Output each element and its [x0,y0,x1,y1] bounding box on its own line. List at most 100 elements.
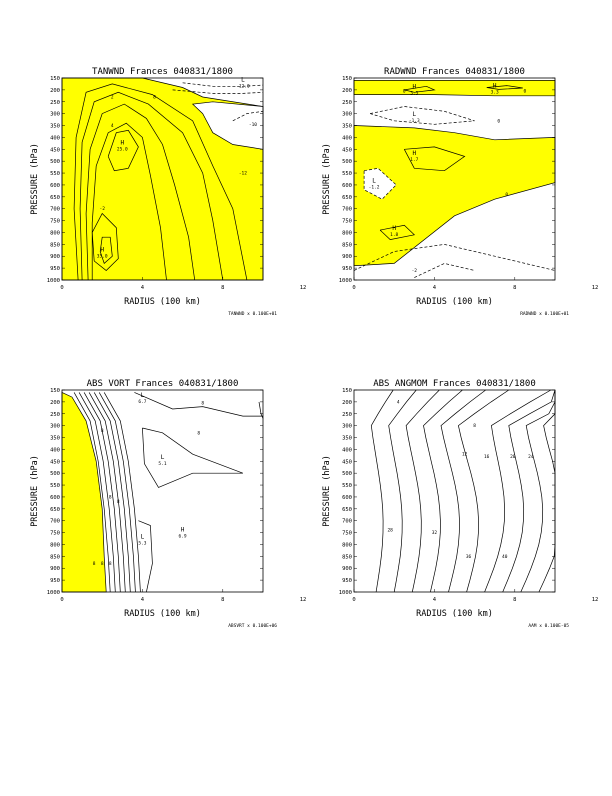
y-tick-label: 900 [50,254,60,260]
contour-label: 4 [111,123,114,129]
y-tick-label: 300 [342,424,352,430]
x-tick-label: 4 [433,285,437,291]
y-tick-label: 800 [50,542,60,548]
contour-label: -12 [239,171,247,177]
chart-title: ABS ANGMOM Frances 040831/1800 [373,379,536,389]
extremum-marker: L [241,77,245,84]
extremum-value: 1.7 [410,157,418,163]
extremum-marker: H [392,225,396,232]
angular-momentum-contour [458,389,509,593]
y-tick-label: 850 [342,554,352,560]
contour-label: 8 [117,499,120,505]
contour-line [73,83,248,281]
extremum-marker: H [412,84,416,91]
extremum-value: 25.0 [117,147,128,153]
x-tick-label: 0 [60,597,63,603]
chart-title: ABS VORT Frances 040831/1800 [87,379,239,389]
y-tick-label: 850 [342,242,352,248]
contour-label: 0 [505,192,508,198]
angular-momentum-contour [502,389,556,593]
y-tick-label: 350 [50,436,60,442]
y-tick-label: 250 [50,412,60,418]
y-tick-label: 750 [342,219,352,225]
y-tick-label: 350 [50,124,60,130]
y-tick-label: 500 [50,471,60,477]
y-tick-label: 400 [50,135,60,141]
contour-label: 8 [101,428,104,434]
y-tick-label: 1000 [47,590,60,596]
contour-line [98,392,136,593]
angular-momentum-contour [370,389,394,593]
y-tick-label: 150 [50,76,60,82]
y-tick-label: 550 [50,171,60,177]
y-tick-label: 250 [342,100,352,106]
negative-contour-line [414,263,475,278]
contour-label: 4 [397,399,400,405]
y-tick-label: 300 [50,112,60,118]
extremum-value: 3.5 [410,91,418,97]
extremum-marker: L [161,454,165,461]
extremum-value: 1.8 [390,232,398,238]
y-axis-label: PRESSURE (hPa) [30,143,40,215]
weak-wind-region [191,101,264,150]
y-tick-label: 550 [342,483,352,489]
x-tick-label: 4 [433,597,437,603]
chart-title: TANWND Frances 040831/1800 [92,67,233,77]
y-tick-label: 1000 [339,278,352,284]
negative-contour-line [369,106,475,125]
angular-momentum-contour [440,389,486,593]
angular-momentum-contour [520,390,556,593]
y-tick-label: 950 [342,578,352,584]
x-tick-label: 0 [60,285,63,291]
x-axis-label: RADIUS (100 km) [124,609,201,619]
y-tick-label: 850 [50,242,60,248]
y-tick-label: 600 [50,495,60,501]
contour-line [134,392,263,417]
y-tick-label: 650 [342,195,352,201]
contour-line [142,427,244,488]
chart-panel-1: 248-2-10-12H25.0H35.0L-12.01502002503003… [30,67,306,317]
y-tick-label: 350 [342,436,352,442]
y-tick-label: 150 [342,388,352,394]
negative-contour-line [172,89,264,94]
y-tick-label: 950 [342,266,352,272]
contour-line-max [99,236,113,265]
contour-label: 0 [497,118,500,124]
x-tick-label: 12 [592,597,599,603]
y-axis-label: PRESSURE (hPa) [30,455,40,527]
y-tick-label: 200 [50,400,60,406]
contour-line [404,85,436,93]
x-tick-label: 8 [221,597,224,603]
chart-footer: ABSVRT x 0.100E+06 [228,623,277,629]
extremum-marker: H [120,140,124,147]
y-tick-label: 600 [50,183,60,189]
contour-label: 24 [528,454,534,460]
contour-line [379,224,416,240]
y-tick-label: 700 [50,519,60,525]
y-tick-label: 250 [342,412,352,418]
contour-label: 16 [484,454,490,460]
y-tick-label: 550 [342,171,352,177]
y-tick-label: 550 [50,483,60,489]
y-tick-label: 500 [50,159,60,165]
plot-area [354,390,555,592]
chart-panel-2: 0 000-2H3.5H3.3L-1.3H1.7L-1.2H1.815020025… [322,67,598,317]
negative-contour-line [232,110,264,122]
y-tick-label: 700 [342,519,352,525]
x-tick-label: 12 [300,597,307,603]
extremum-value: 5.1 [158,461,166,467]
negative-contour-line [353,244,556,271]
angular-momentum-contour [484,389,552,593]
contour-label: 0 [523,89,526,95]
contour-line [73,392,111,593]
x-axis-label: RADIUS (100 km) [416,297,493,307]
plot-frame [353,77,556,281]
y-tick-label: 400 [342,135,352,141]
y-tick-label: 200 [50,88,60,94]
extremum-marker: L [141,392,145,399]
negative-contour-line [182,82,264,87]
y-axis-label: PRESSURE (hPa) [322,143,332,215]
angular-momentum-contour [388,389,417,593]
contour-line [403,146,466,172]
angular-momentum-contour [423,389,463,593]
